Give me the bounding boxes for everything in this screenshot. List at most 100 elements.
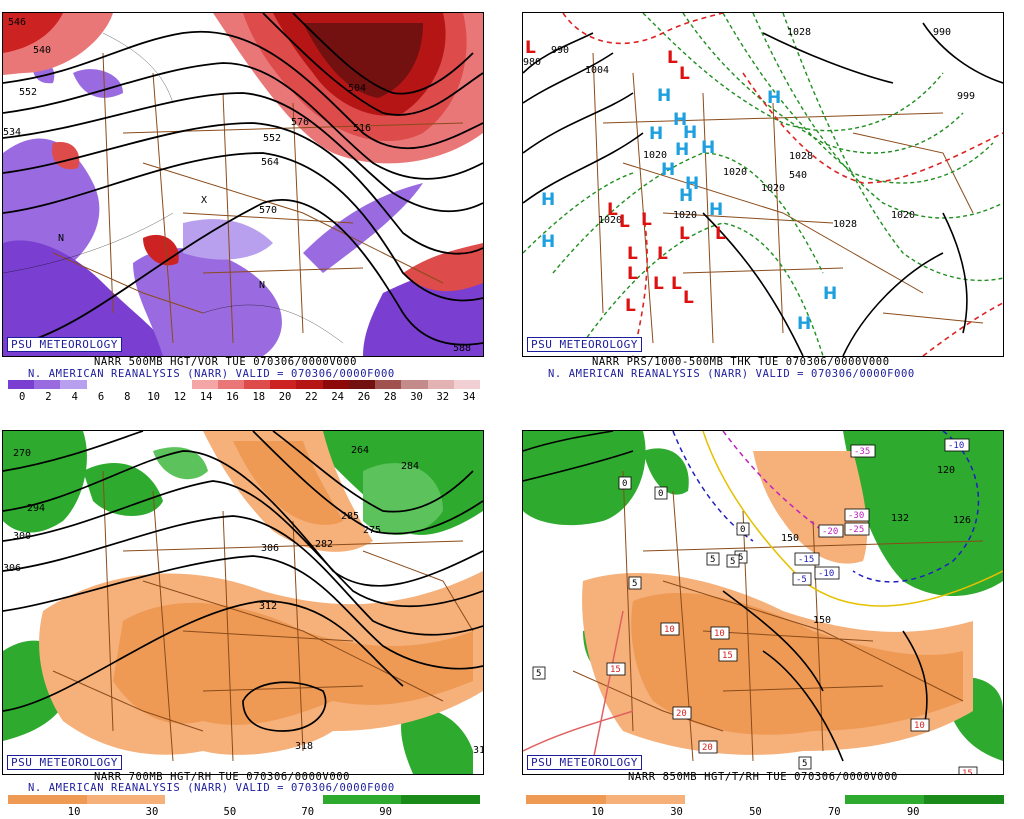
temp850-map: 150 132 126 120 150 -10-35-30-25-20-15-1…	[523, 431, 1003, 774]
colorbar-swatch	[401, 380, 428, 389]
contour-label: 284	[401, 461, 419, 472]
temperature-label: 0	[618, 476, 632, 490]
temperature-label: 0	[736, 522, 750, 536]
colorbar-swatch	[8, 380, 35, 389]
contour-label: 1020	[673, 210, 697, 221]
temperature-label: -10	[814, 566, 840, 580]
svg-text:5: 5	[536, 669, 541, 679]
high-pressure-marker: H	[649, 124, 663, 144]
svg-text:0: 0	[740, 525, 745, 535]
svg-text:0: 0	[658, 489, 663, 499]
colorbar-tick-label: 34	[462, 391, 476, 403]
colorbar-swatch	[112, 380, 140, 389]
caption-title: NARR 850MB HGT/T/RH TUE 070306/0000V000	[628, 771, 898, 783]
contour-label: 1028	[789, 151, 813, 162]
temperature-label: 5	[726, 554, 740, 568]
contour-label: 285	[341, 511, 359, 522]
colorbar-swatch	[453, 380, 480, 389]
colorbar-swatch	[348, 380, 376, 389]
contour-label: 990	[933, 27, 951, 38]
contour-label: 306	[3, 563, 21, 574]
colorbar-tick-label: 28	[383, 391, 397, 403]
temperature-label: 5	[706, 552, 720, 566]
svg-text:10: 10	[664, 625, 675, 635]
temperature-label: 5	[628, 576, 642, 590]
contour-label: 1020	[598, 215, 622, 226]
contour-label: 534	[3, 127, 21, 138]
caption-subtitle: N. AMERICAN REANALYSIS (NARR) VALID = 07…	[548, 368, 915, 380]
svg-text:-15: -15	[798, 555, 814, 565]
contour-label: 306	[261, 543, 279, 554]
temperature-label: 15	[606, 662, 626, 676]
colorbar-tick-label: 22	[305, 391, 318, 403]
high-pressure-marker: H	[679, 186, 693, 206]
contour-label: 552	[263, 133, 281, 144]
high-pressure-marker: H	[823, 284, 837, 304]
panel-pressure-thickness: 980 990 1004 1020 1020 1020 1020 1028 10…	[522, 12, 1004, 357]
low-pressure-marker: L	[641, 210, 652, 230]
colorbar-tick-label: 90	[906, 806, 920, 818]
contour-label: 540	[789, 170, 807, 181]
contour-label: 516	[353, 123, 371, 134]
contour-label: 552	[19, 87, 37, 98]
caption-subtitle: N. AMERICAN REANALYSIS (NARR) VALID = 07…	[28, 782, 395, 794]
colorbar-swatch	[86, 380, 113, 389]
contour-label: 270	[13, 448, 31, 459]
colorbar-swatch	[296, 380, 323, 389]
svg-text:-10: -10	[948, 441, 964, 451]
marker: N	[58, 233, 64, 244]
colorbar-tick-label: 24	[331, 391, 344, 403]
temperature-label: 15	[958, 766, 978, 774]
brand-label: PSU METEOROLOGY	[527, 337, 642, 352]
panel-850mb-temp-rh: 150 132 126 120 150 -10 -35 -30 -25 -20 -15 -1…	[522, 430, 1004, 775]
colorbar-swatch	[60, 380, 87, 389]
temperature-label: -10	[944, 438, 970, 452]
contour-label: 294	[27, 503, 45, 514]
caption-title: NARR PRS/1000-500MB THK TUE 070306/0000V…	[592, 356, 890, 368]
colorbar-tick-label: 16	[226, 391, 239, 403]
contour-label: 546	[8, 17, 26, 28]
svg-text:-35: -35	[854, 447, 870, 457]
low-pressure-marker: L	[715, 224, 726, 244]
low-pressure-marker: L	[625, 296, 636, 316]
colorbar-tick-label: 10	[591, 806, 605, 818]
marker: X	[201, 195, 207, 206]
high-pressure-marker: H	[685, 174, 699, 194]
contour-label: 1004	[585, 65, 609, 76]
colorbar-swatch	[34, 380, 61, 389]
vorticity-map: 546 540 552 534 552 564 570 576 516 504 …	[3, 13, 483, 356]
contour-label: 1020	[891, 210, 915, 221]
low-pressure-marker: L	[627, 264, 638, 284]
high-pressure-marker: H	[657, 86, 671, 106]
colorbar-tick-label: 4	[71, 391, 78, 403]
colorbar-tick-label: 26	[357, 391, 371, 403]
colorbar-tick-label: 70	[827, 806, 841, 818]
rh-colorbar-ticks: 10 30 50 70 90	[8, 806, 480, 818]
temperature-label: 10	[660, 622, 680, 636]
colorbar-tick-label: 0	[18, 391, 26, 403]
colorbar-tick-label: 50	[223, 806, 237, 818]
temperature-label: 20	[672, 706, 692, 720]
colorbar-tick-label: 70	[301, 806, 315, 818]
colorbar-tick-label: 12	[173, 391, 187, 403]
svg-text:20: 20	[676, 709, 687, 719]
contour-label: 1020	[723, 167, 747, 178]
colorbar-tick-label: 10	[147, 391, 160, 403]
svg-text:-30: -30	[848, 511, 864, 521]
contour-label: 318	[473, 745, 483, 756]
colorbar-tick-label: 30	[670, 806, 683, 818]
panel-500mb-vorticity: 546 540 552 534 552 564 570 576 516 504 …	[2, 12, 484, 357]
high-pressure-marker: H	[797, 314, 811, 334]
brand-label: PSU METEOROLOGY	[7, 755, 122, 770]
contour-label: 150	[813, 615, 831, 626]
low-pressure-marker: L	[619, 212, 630, 232]
high-pressure-marker: H	[683, 123, 697, 143]
contour-label: 540	[33, 45, 51, 56]
contour-label: 150	[781, 533, 799, 544]
colorbar-tick-label: 30	[145, 806, 159, 818]
colorbar-tick-label: 30	[410, 391, 423, 403]
low-pressure-marker: L	[653, 274, 664, 294]
high-pressure-marker: H	[661, 160, 675, 180]
svg-text:5: 5	[802, 759, 807, 769]
temperature-label: 5	[798, 756, 812, 770]
